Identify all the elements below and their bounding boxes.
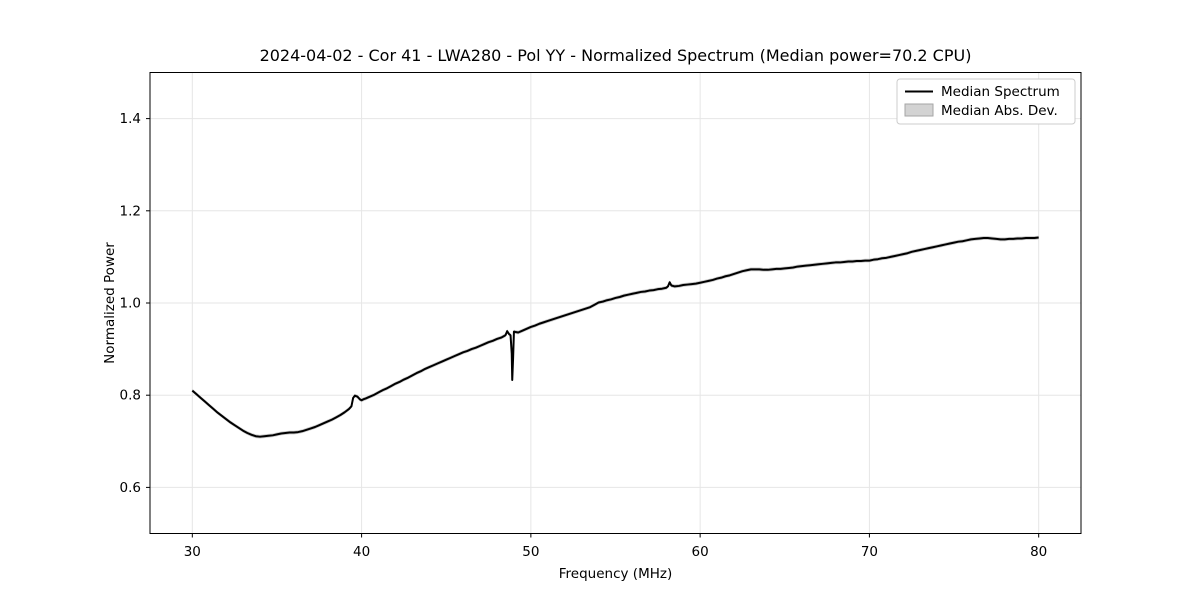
axis-ticks: 30 40 50 60 70 80 0.6 0.8 1.0 1.2 1.4 xyxy=(120,111,1048,560)
legend: Median Spectrum Median Abs. Dev. xyxy=(896,78,1076,125)
y-tick-label: 1.0 xyxy=(120,296,141,312)
series-median-spectrum xyxy=(191,235,1039,439)
legend-patch-sample-icon xyxy=(904,103,934,117)
legend-box xyxy=(896,78,1076,125)
y-tick-label: 1.4 xyxy=(120,111,141,127)
x-axis-label: Frequency (MHz) xyxy=(559,566,672,582)
median-spectrum-line xyxy=(191,236,1039,438)
y-tick-label: 0.8 xyxy=(120,388,141,404)
y-axis-label: Normalized Power xyxy=(102,242,118,364)
x-tick-label: 70 xyxy=(861,544,878,560)
legend-label-median-abs-dev: Median Abs. Dev. xyxy=(941,103,1058,119)
legend-label-median-spectrum: Median Spectrum xyxy=(941,84,1060,100)
y-tick-label: 1.2 xyxy=(120,203,141,219)
x-tick-label: 60 xyxy=(692,544,709,560)
y-tick-label: 0.6 xyxy=(120,480,141,496)
grid-lines xyxy=(150,72,1081,534)
x-tick-label: 50 xyxy=(522,544,539,560)
x-tick-label: 30 xyxy=(184,544,201,560)
x-tick-label: 40 xyxy=(353,544,370,560)
x-tick-label: 80 xyxy=(1030,544,1047,560)
chart-title: 2024-04-02 - Cor 41 - LWA280 - Pol YY - … xyxy=(260,46,972,65)
mad-band xyxy=(192,235,1039,439)
